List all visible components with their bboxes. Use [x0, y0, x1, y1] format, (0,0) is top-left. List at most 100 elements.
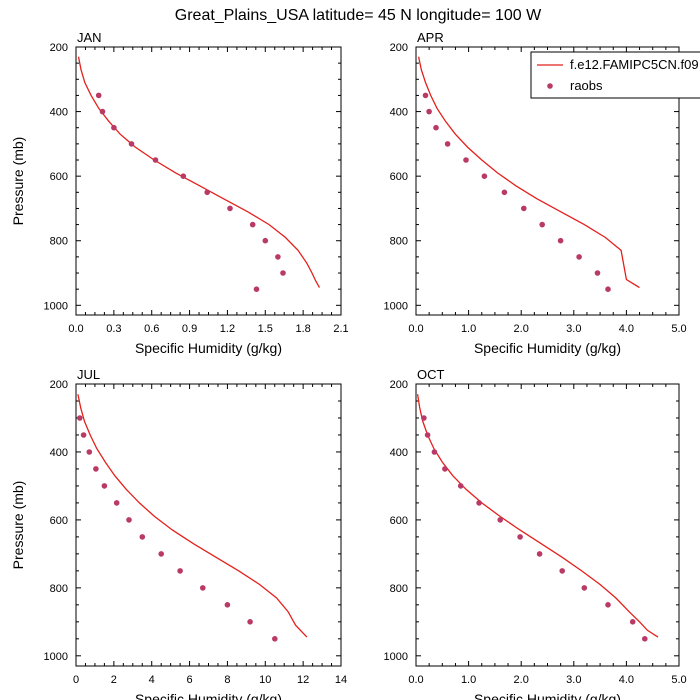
- obs-point: [517, 534, 523, 540]
- figure-title: Great_Plains_USA latitude= 45 N longitud…: [175, 7, 542, 24]
- plot-frame: [75, 46, 342, 316]
- plot-area: [77, 394, 308, 642]
- panel-label: OCT: [417, 367, 445, 382]
- y-axis-label: Pressure (mb): [10, 137, 26, 226]
- obs-point: [204, 189, 210, 196]
- plot-area: [77, 56, 321, 293]
- y-tick-label: 600: [50, 171, 68, 183]
- y-tick-label: 1000: [384, 651, 408, 663]
- x-tick-label: 1.5: [258, 323, 273, 335]
- x-tick-label: 3.0: [566, 674, 581, 686]
- obs-point: [457, 483, 464, 489]
- y-tick-label: 800: [390, 583, 408, 595]
- obs-point: [249, 221, 256, 228]
- obs-point: [594, 270, 601, 276]
- y-tick-label: 200: [390, 379, 408, 391]
- y-tick-label: 600: [50, 515, 68, 527]
- panel-jan: JAN 0.0 0.3 0.6 0.9 1.2 1.5 1.8 2.1 200 400 600 800 1…: [10, 30, 349, 356]
- x-tick-label: 1.2: [220, 323, 235, 335]
- obs-point: [422, 92, 429, 99]
- obs-point: [426, 108, 432, 115]
- y-tick-label: 400: [50, 447, 68, 459]
- model-line: [77, 394, 308, 638]
- obs-point: [444, 141, 451, 147]
- obs-point: [521, 205, 527, 212]
- obs-point: [86, 449, 93, 455]
- panel-label: JUL: [77, 367, 100, 382]
- x-tick-label: 0.0: [68, 323, 83, 335]
- x-tick-label: 1.0: [461, 323, 476, 335]
- y-tick-label: 600: [390, 515, 408, 527]
- obs-point: [481, 173, 488, 179]
- x-tick-label: 14: [335, 674, 347, 686]
- x-tick-label: 12: [297, 674, 309, 686]
- obs-point: [152, 157, 159, 163]
- x-tick-label: 0.0: [408, 323, 423, 335]
- panel-label: JAN: [77, 30, 102, 45]
- x-tick-label: 2.0: [514, 674, 529, 686]
- panel-label: APR: [417, 30, 444, 45]
- plot-area: [417, 56, 640, 293]
- obs-point: [200, 585, 206, 591]
- x-tick-label: 3.0: [566, 323, 581, 335]
- obs-point: [501, 189, 508, 196]
- x-tick-label: 4: [149, 674, 155, 686]
- legend-box: [530, 51, 700, 99]
- obs-point: [126, 517, 132, 523]
- x-tick-label: 8: [224, 674, 230, 686]
- x-tick-label: 5.0: [671, 323, 686, 335]
- obs-point: [433, 124, 439, 131]
- obs-point: [113, 500, 120, 506]
- obs-point: [463, 157, 469, 163]
- obs-point: [629, 619, 636, 625]
- x-tick-label: 2: [111, 674, 117, 686]
- obs-point: [253, 286, 260, 293]
- plot-frame: [415, 383, 680, 667]
- x-axis-label: Specific Humidity (g/kg): [135, 691, 282, 700]
- obs-point: [536, 551, 543, 557]
- obs-point: [93, 466, 99, 472]
- x-tick-label: 5.0: [671, 674, 686, 686]
- y-tick-label: 200: [390, 42, 408, 54]
- obs-point: [139, 534, 146, 540]
- obs-point: [272, 636, 278, 642]
- obs-point: [158, 551, 164, 557]
- y-tick-label: 800: [390, 236, 408, 248]
- obs-point: [262, 237, 269, 244]
- obs-point: [111, 124, 117, 131]
- obs-point: [95, 92, 102, 99]
- obs-point: [539, 221, 545, 228]
- x-tick-label: 1.0: [461, 674, 476, 686]
- y-tick-label: 1000: [44, 300, 68, 312]
- y-tick-label: 400: [390, 447, 408, 459]
- obs-point: [128, 141, 135, 147]
- obs-point: [557, 237, 564, 244]
- obs-point: [421, 415, 427, 421]
- model-line: [77, 56, 321, 288]
- legend-model-label: f.e12.FAMIPC5CN.f09: [570, 57, 699, 72]
- y-tick-label: 600: [390, 171, 408, 183]
- obs-point: [227, 205, 233, 212]
- obs-point: [77, 415, 83, 421]
- y-axis-label: Pressure (mb): [10, 481, 26, 570]
- plot-frame: [75, 383, 342, 667]
- obs-point: [424, 432, 431, 438]
- x-axis-label: Specific Humidity (g/kg): [474, 340, 621, 356]
- obs-point: [431, 449, 438, 455]
- legend-obs-label: raobs: [570, 78, 603, 93]
- obs-point: [180, 173, 187, 179]
- obs-point: [177, 568, 183, 574]
- obs-point: [80, 432, 87, 438]
- x-tick-label: 0: [73, 674, 79, 686]
- y-tick-label: 800: [50, 583, 68, 595]
- panel-apr: APR 0.0 1.0 2.0 3.0 4.0 5.0 200 400 600 800 1000 Spe…: [384, 30, 687, 356]
- panel-jul: JUL 0 2 4 6 8 10 12 14 200 400 600 800 1000 Specific H…: [10, 367, 347, 700]
- y-tick-label: 200: [50, 379, 68, 391]
- obs-point: [497, 517, 504, 523]
- model-line: [416, 394, 659, 638]
- obs-point: [99, 108, 106, 115]
- x-tick-label: 4.0: [619, 323, 634, 335]
- obs-point: [275, 254, 281, 260]
- y-tick-label: 800: [50, 236, 68, 248]
